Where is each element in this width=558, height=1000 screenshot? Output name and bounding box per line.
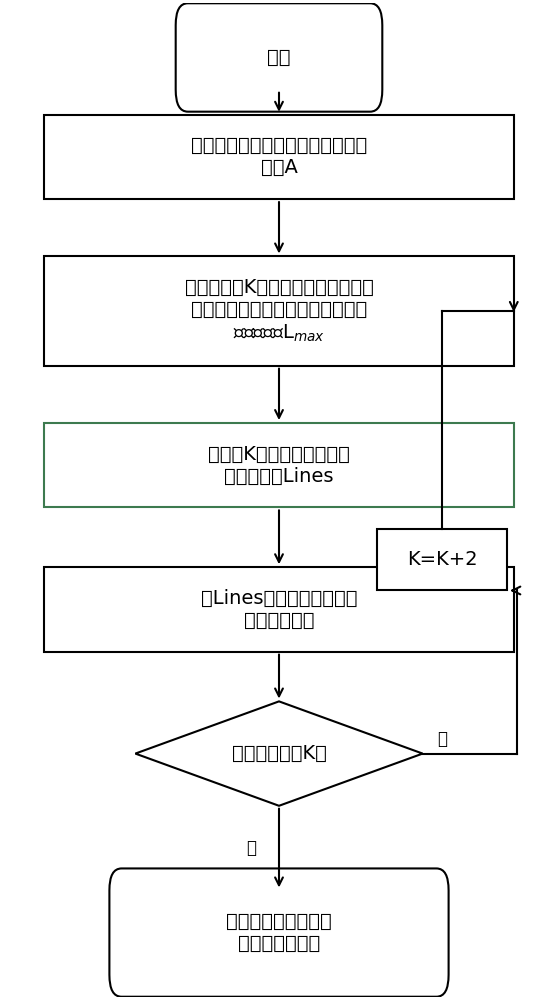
Bar bbox=[44, 115, 514, 199]
Bar bbox=[44, 423, 514, 507]
Text: 根据最大振荡能量流
割集定位振荡源: 根据最大振荡能量流 割集定位振荡源 bbox=[226, 912, 332, 953]
Bar bbox=[377, 529, 507, 590]
Text: 简化电网结构，建立电网加权邻接
矩阵A: 简化电网结构，建立电网加权邻接 矩阵A bbox=[191, 136, 367, 177]
Text: 是: 是 bbox=[437, 730, 447, 748]
Text: 利用前K最短路径算法求出
路径线路集Lines: 利用前K最短路径算法求出 路径线路集Lines bbox=[208, 445, 350, 486]
Text: 经验法确定K值，计算电网各线路上
的振荡能量流，得到最大振荡能量
流所在线路L$_{max}$: 经验法确定K值，计算电网各线路上 的振荡能量流，得到最大振荡能量 流所在线路L$… bbox=[185, 278, 373, 344]
FancyBboxPatch shape bbox=[176, 3, 382, 112]
Text: 在Lines中遍历得到最大振
荡能量流割集: 在Lines中遍历得到最大振 荡能量流割集 bbox=[201, 589, 357, 630]
Text: K=K+2: K=K+2 bbox=[407, 550, 477, 569]
Polygon shape bbox=[136, 701, 422, 806]
FancyBboxPatch shape bbox=[109, 868, 449, 997]
Text: 否: 否 bbox=[247, 839, 256, 857]
Text: 是否需要校正K值: 是否需要校正K值 bbox=[232, 744, 326, 763]
Bar bbox=[44, 256, 514, 366]
Bar bbox=[44, 567, 514, 652]
Text: 开始: 开始 bbox=[267, 48, 291, 67]
